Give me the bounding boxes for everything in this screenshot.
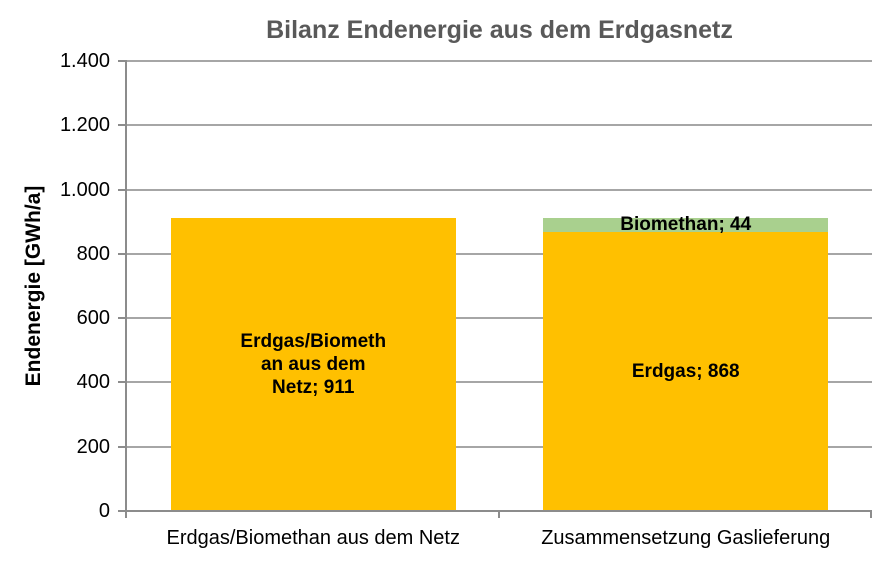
bar-data-label: Erdgas; 868 [631,361,740,382]
gridline [127,124,872,127]
bar-data-label: Biomethan; 44 [620,214,752,236]
y-axis-tick [118,188,127,191]
y-axis-tick [118,381,127,384]
y-tick-label: 1.200 [59,114,110,137]
gridline [127,252,872,255]
y-axis-tick [118,60,127,62]
gridline [127,445,872,448]
gridline [127,60,872,62]
bar-segment-erdgas: Erdgas; 868 [543,232,829,511]
x-axis-boundary-tick [497,510,500,518]
gridline [127,317,872,320]
y-axis-tick [118,124,127,127]
y-tick-label: 800 [76,242,110,265]
bar-segment-erdgas-biomethan-aus-dem-netz: Erdgas/Biometh an aus dem Netz; 911 [170,218,456,511]
y-axis-tick [118,252,127,255]
y-axis-tick [118,445,127,448]
x-axis-line [127,510,872,512]
bar-data-label: Erdgas/Biometh an aus dem Netz; 911 [240,331,387,399]
gridline [127,188,872,191]
gridline [127,381,872,384]
y-axis-line [125,60,127,512]
y-tick-label: 200 [76,435,110,458]
y-tick-label: 0 [98,500,110,522]
chart-title: Bilanz Endenergie aus dem Erdgasnetz [266,16,733,44]
y-tick-label: 600 [76,307,110,330]
x-axis-category-label: Erdgas/Biomethan aus dem Netz [166,527,461,549]
bar-segment-biomethan: Biomethan; 44 [543,214,829,235]
x-axis-boundary-tick [125,510,127,518]
y-axis-tick [118,317,127,320]
y-tick-label: 400 [76,371,110,394]
x-axis-category-label: Zusammensetzung Gaslieferung [541,527,831,549]
x-axis-boundary-tick [870,510,872,518]
y-tick-label: 1.000 [59,178,110,201]
y-axis-tick [118,510,127,512]
y-tick-label: 1.400 [59,50,110,72]
